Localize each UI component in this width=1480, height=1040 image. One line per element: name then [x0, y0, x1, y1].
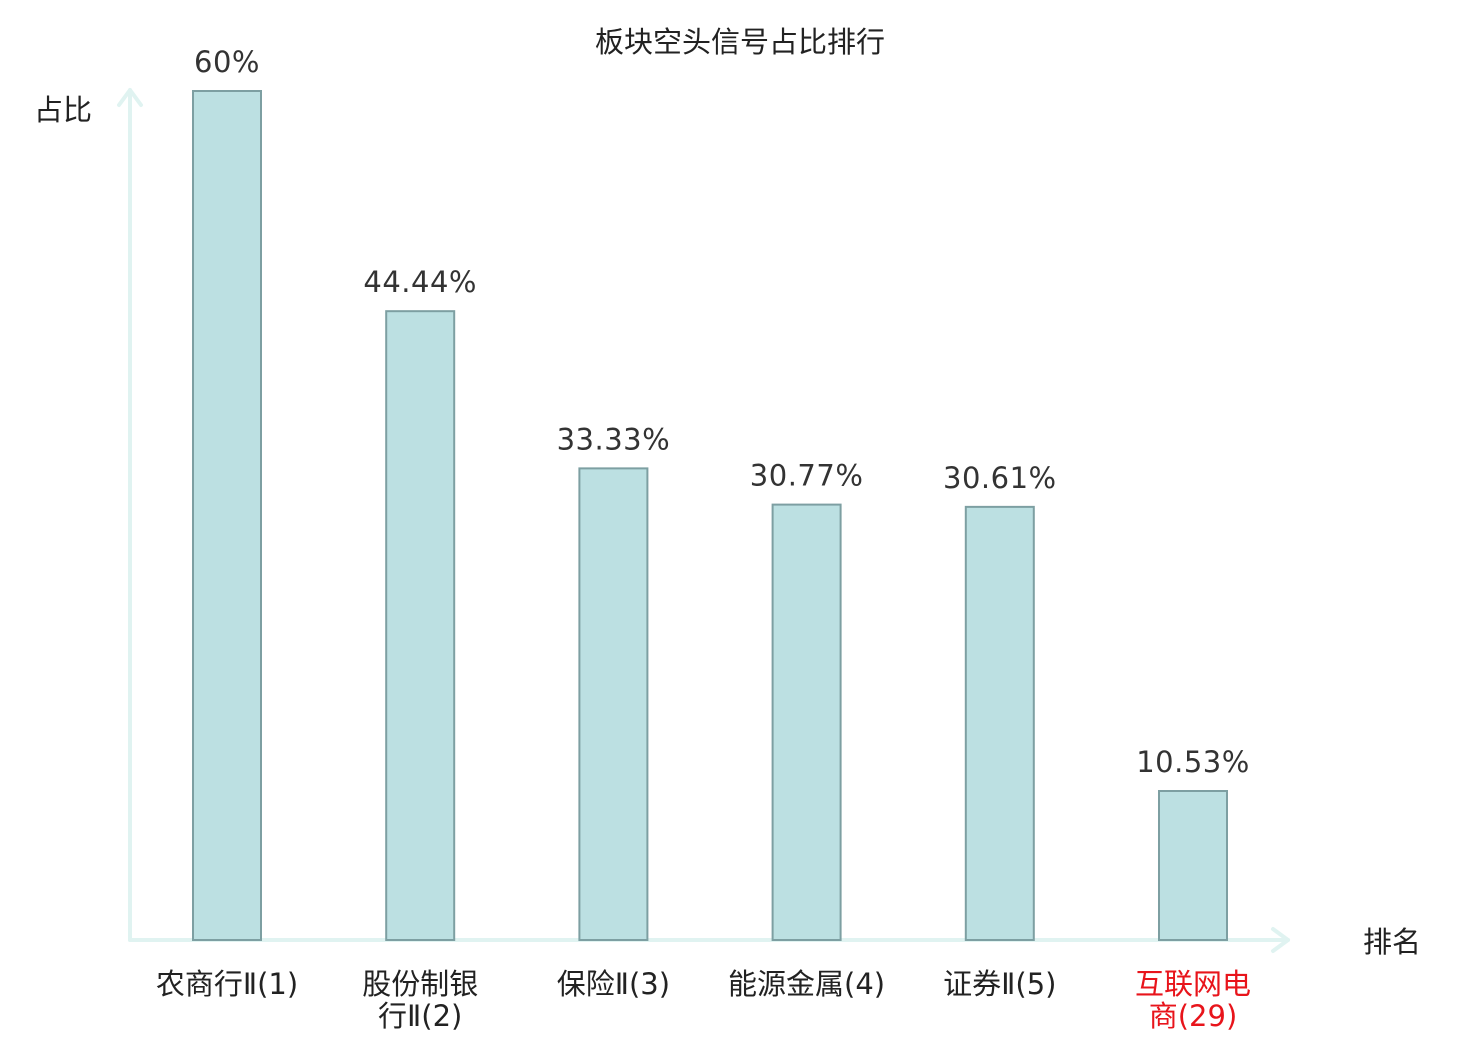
x-tick-label: 行Ⅱ(2): [378, 999, 462, 1033]
value-labels-group: 60% 44.44% 33.33% 30.77% 30.61% 10.53%: [194, 45, 1250, 779]
x-tick-label: 股份制银: [362, 967, 478, 1001]
bar: [192, 90, 262, 941]
x-axis-label: 排名: [1363, 925, 1421, 959]
axes: [117, 88, 1290, 953]
data-label: 33.33%: [557, 422, 671, 456]
y-axis-arrowhead: [117, 88, 143, 107]
bar: [578, 467, 649, 941]
x-axis-arrowhead: [1271, 927, 1290, 953]
bars-group: [192, 90, 1228, 941]
bar: [964, 505, 1035, 941]
x-tick-label: 保险Ⅱ(3): [557, 967, 670, 1001]
data-label: 44.44%: [363, 265, 477, 299]
x-tick-label: 证券Ⅱ(5): [943, 967, 1056, 1001]
chart-title: 板块空头信号占比排行: [595, 25, 885, 59]
data-label: 60%: [194, 45, 260, 79]
bar: [1158, 790, 1228, 941]
x-tick-label: 农商行Ⅱ(1): [156, 967, 298, 1001]
x-tick-label: 能源金属(4): [728, 967, 885, 1001]
bar: [385, 310, 456, 941]
data-label: 30.61%: [943, 461, 1057, 495]
data-label: 30.77%: [750, 459, 864, 493]
bar: [771, 503, 842, 941]
x-tick-label: 互联网电: [1135, 967, 1251, 1001]
data-label: 10.53%: [1136, 745, 1250, 779]
y-axis-label: 占比: [34, 93, 92, 127]
x-tick-label: 商(29): [1149, 999, 1238, 1033]
